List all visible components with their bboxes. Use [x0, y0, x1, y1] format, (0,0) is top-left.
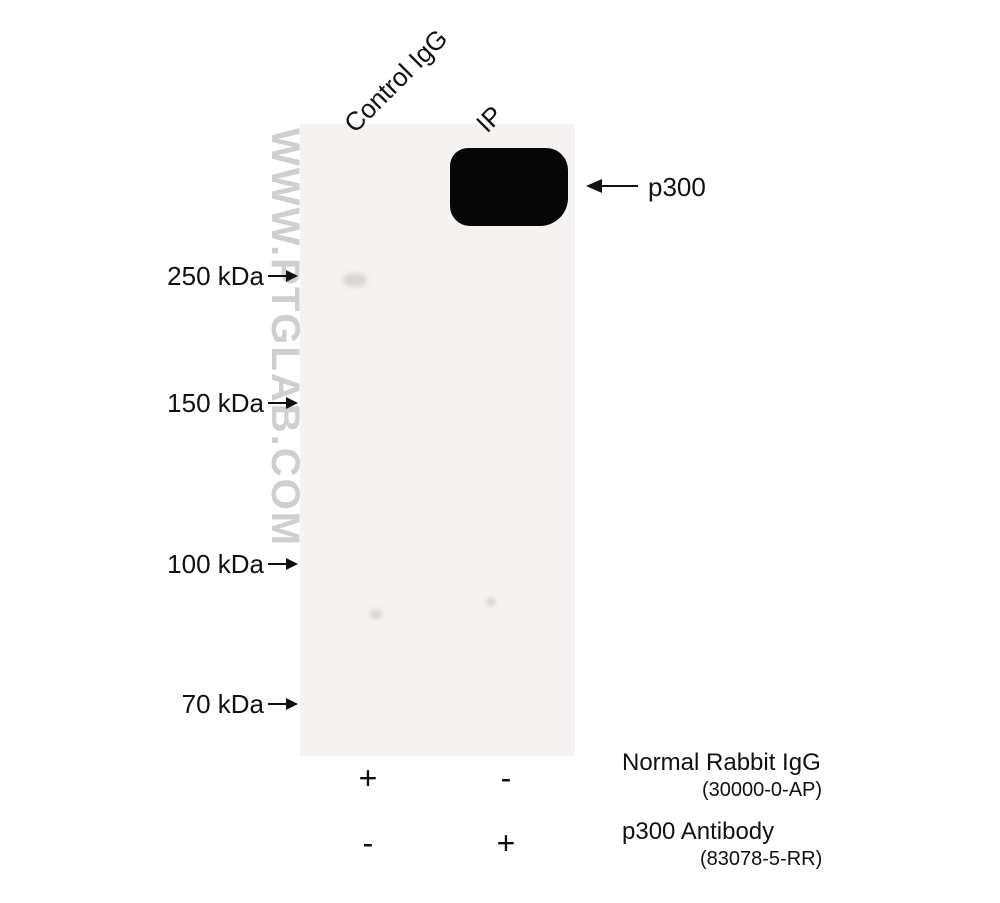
legend-normal-rabbit-igg: Normal Rabbit IgG [622, 749, 821, 777]
lane-header-control-igg: Control IgG [338, 23, 454, 139]
mw-label-150: 150 kDa [167, 388, 264, 419]
legend-p300-antibody: p300 Antibody [622, 818, 774, 846]
mw-arrow-70 [268, 695, 298, 713]
figure-container: WWW.PTGLAB.COM Control IgG IP 250 kDa 15… [0, 0, 1000, 903]
mark-row2-lane2: + [494, 825, 518, 862]
mark-row1-lane2: - [494, 760, 518, 797]
blot-smudge [343, 273, 367, 287]
mw-label-100: 100 kDa [167, 549, 264, 580]
legend-normal-rabbit-igg-catalog: (30000-0-AP) [702, 779, 822, 802]
mw-label-250: 250 kDa [167, 261, 264, 292]
target-label-p300: p300 [648, 172, 706, 203]
blot-smudge [370, 609, 382, 619]
watermark-text: WWW.PTGLAB.COM [262, 128, 307, 547]
mw-label-70: 70 kDa [182, 689, 264, 720]
legend-p300-antibody-catalog: (83078-5-RR) [700, 848, 822, 871]
mark-row2-lane1: - [356, 825, 380, 862]
mw-arrow-250 [268, 267, 298, 285]
blot-smudge [486, 598, 496, 606]
target-arrow-icon [586, 176, 638, 196]
mw-arrow-100 [268, 555, 298, 573]
protein-band-p300 [450, 148, 568, 226]
mw-arrow-150 [268, 394, 298, 412]
mark-row1-lane1: + [356, 760, 380, 797]
